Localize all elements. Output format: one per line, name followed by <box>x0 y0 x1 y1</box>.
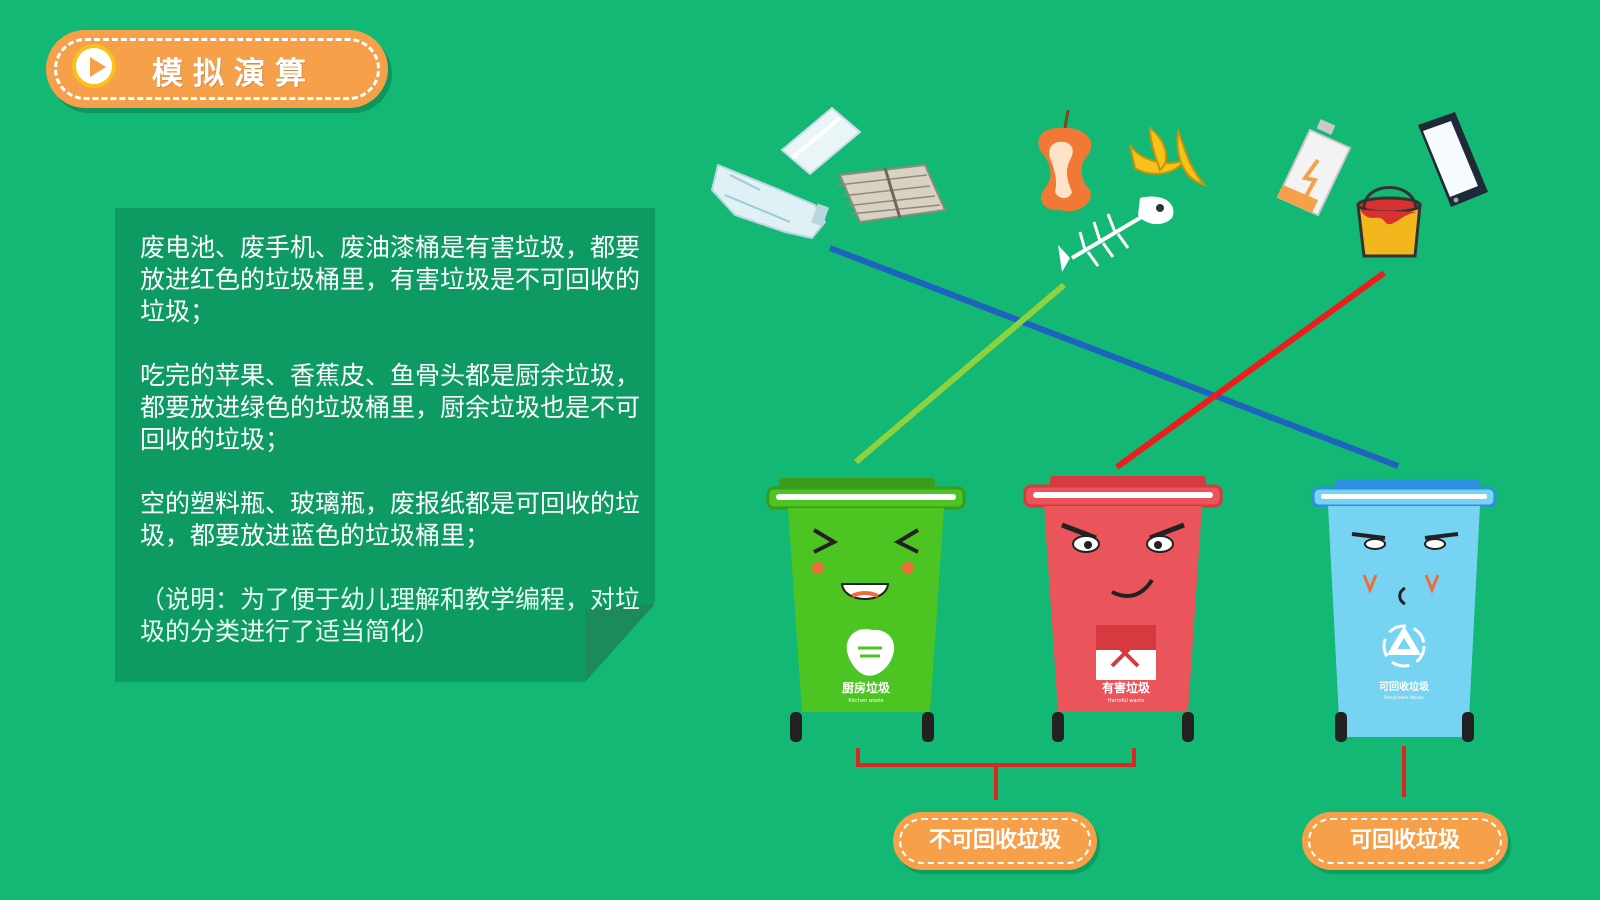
line-kitchen <box>854 282 1066 465</box>
blue-bin-right-eye <box>1424 538 1446 550</box>
explanation-text: 废电池、废手机、废油漆桶是有害垃圾，都要放进红色的垃圾桶里，有害垃圾是不可回收的… <box>140 232 640 680</box>
note-paragraph-kitchen: 吃完的苹果、香蕉皮、鱼骨头都是厨余垃圾，都要放进绿色的垃圾桶里，厨余垃圾也是不可… <box>140 361 641 454</box>
kitchen-bin-label: 厨房垃圾 <box>842 680 891 695</box>
play-icon[interactable] <box>72 44 116 88</box>
apple-core-icon[interactable] <box>1038 109 1092 212</box>
harmful-waste-bin[interactable]: 有害垃圾 Harmful waste <box>1023 476 1223 742</box>
banana-peel-icon[interactable] <box>1129 125 1209 187</box>
title-pill[interactable]: 模拟演算 <box>46 30 388 108</box>
recyclable-group-label: 可回收垃圾 <box>1349 828 1460 853</box>
non-recyclable-group-button[interactable]: 不可回收垃圾 <box>893 812 1097 870</box>
recycle-icon <box>1382 624 1426 668</box>
kitchen-bin-sublabel: Kitchen waste <box>848 698 883 704</box>
recyclable-waste-bin[interactable]: 可回收垃圾 Recyclable Waste <box>1311 479 1497 742</box>
green-bin-right-eye <box>893 528 920 554</box>
title-pill-border <box>54 38 380 100</box>
line-recyclable <box>828 245 1400 469</box>
non-recyclable-group-label: 不可回收垃圾 <box>928 828 1061 853</box>
paint-bucket-icon[interactable] <box>1356 186 1422 258</box>
non-recyclable-bracket <box>856 748 1136 800</box>
fish-bone-icon[interactable] <box>1058 196 1174 272</box>
battery-icon[interactable] <box>1276 119 1352 217</box>
harmful-bin-label: 有害垃圾 <box>1102 680 1151 695</box>
mobile-phone-icon[interactable] <box>1418 112 1488 207</box>
note-paragraph-harmful: 废电池、废手机、废油漆桶是有害垃圾，都要放进红色的垃圾桶里，有害垃圾是不可回收的… <box>140 233 641 326</box>
recyclable-group-button[interactable]: 可回收垃圾 <box>1302 812 1508 870</box>
page-title: 模拟演算 <box>152 56 316 92</box>
green-bin-left-eye <box>812 528 839 554</box>
kitchen-waste-logo-icon <box>846 629 895 676</box>
note-paragraph-recyclable: 空的塑料瓶、玻璃瓶，废报纸都是可回收的垃圾，都要放进蓝色的垃圾桶里； <box>140 489 641 550</box>
plastic-bottle-icon[interactable] <box>710 163 830 240</box>
recyclable-bin-label: 可回收垃圾 <box>1379 680 1430 693</box>
newspaper-icon[interactable] <box>837 163 947 224</box>
recyclable-bin-sublabel: Recyclable Waste <box>1384 695 1424 701</box>
explanation-note <box>115 208 655 682</box>
blue-bin-left-eye <box>1364 538 1386 550</box>
line-harmful <box>1115 270 1386 470</box>
note-remark: （说明：为了便于幼儿理解和教学编程，对垃圾的分类进行了适当简化） <box>140 585 641 646</box>
glass-bottle-icon[interactable] <box>780 106 862 176</box>
kitchen-waste-bin[interactable]: 厨房垃圾 Kitchen waste <box>766 478 966 742</box>
harmful-bin-sublabel: Harmful waste <box>1108 698 1144 704</box>
